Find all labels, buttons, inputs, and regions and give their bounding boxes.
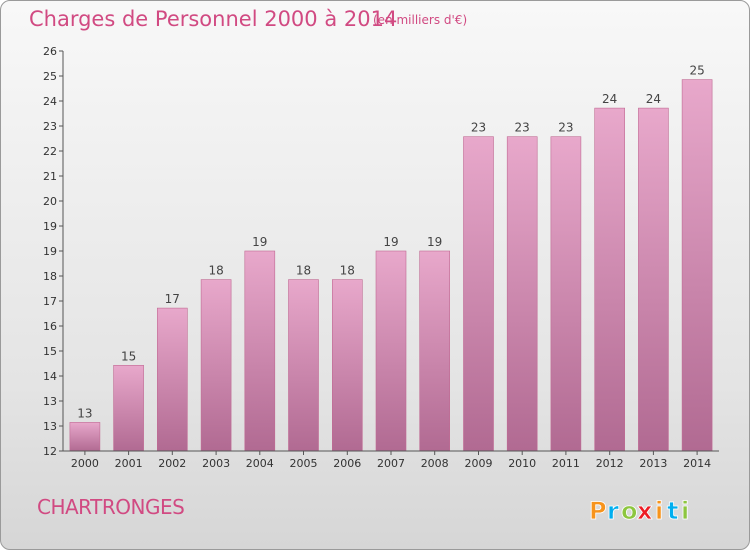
data-label-2002: 17: [165, 292, 180, 306]
x-tick-label-2010: 2010: [508, 457, 536, 470]
bar-2000: [69, 422, 101, 452]
logo-letter: P: [589, 497, 607, 525]
data-label-2008: 19: [427, 235, 442, 249]
y-tick-label: 19: [43, 245, 57, 258]
x-tick-label-2011: 2011: [552, 457, 580, 470]
logo-letter: i: [681, 497, 689, 525]
y-tick-label: 25: [43, 70, 57, 83]
bar-2011: [550, 136, 582, 452]
data-label-2000: 13: [77, 406, 92, 420]
x-tick-label-2007: 2007: [377, 457, 405, 470]
logo-letter: r: [607, 497, 619, 525]
bar-2009: [463, 136, 494, 452]
logo-letter: t: [667, 497, 678, 525]
data-label-2007: 19: [383, 235, 398, 249]
bar-2008: [419, 250, 451, 452]
y-tick-label: 12: [43, 445, 57, 458]
data-label-2011: 23: [558, 121, 573, 135]
y-tick-label: 15: [43, 345, 57, 358]
y-tick-label: 20: [43, 195, 57, 208]
logo-letter: o: [621, 497, 638, 525]
data-label-2012: 24: [602, 92, 617, 106]
x-tick-label-2012: 2012: [596, 457, 624, 470]
bar-2002: [157, 307, 188, 452]
data-label-2004: 19: [252, 235, 267, 249]
y-tick-label: 24: [43, 95, 57, 108]
x-tick-label-2001: 2001: [115, 457, 143, 470]
bar-2012: [594, 107, 626, 452]
bar-2004: [244, 250, 276, 452]
y-tick-label: 13: [43, 420, 57, 433]
y-tick-label: 21: [43, 170, 57, 183]
data-label-2001: 15: [121, 349, 136, 363]
bar-2014: [681, 79, 713, 452]
x-tick-label-2006: 2006: [333, 457, 361, 470]
y-tick-label: 13: [43, 395, 57, 408]
data-label-2014: 25: [689, 64, 704, 78]
bar-2010: [506, 136, 538, 452]
logo-letter: x: [637, 497, 653, 525]
x-tick-label-2004: 2004: [246, 457, 274, 470]
bar-2013: [638, 107, 669, 452]
data-label-2010: 23: [515, 121, 530, 135]
x-tick-label-2014: 2014: [683, 457, 711, 470]
y-tick-label: 26: [43, 45, 57, 58]
y-tick-label: 16: [43, 320, 57, 333]
chart-title: Charges de Personnel 2000 à 2014: [29, 7, 398, 31]
bar-2003: [200, 279, 232, 452]
x-tick-label-2000: 2000: [71, 457, 99, 470]
place-name: CHARTRONGES: [37, 495, 185, 519]
x-tick-label-2009: 2009: [465, 457, 493, 470]
bar-2001: [113, 364, 144, 452]
bar-2007: [375, 250, 407, 452]
x-tick-label-2005: 2005: [290, 457, 318, 470]
y-tick-label: 22: [43, 145, 57, 158]
data-label-2005: 18: [296, 264, 311, 278]
x-tick-label-2013: 2013: [639, 457, 667, 470]
x-tick-label-2003: 2003: [202, 457, 230, 470]
y-tick-label: 23: [43, 120, 57, 133]
x-tick-label-2008: 2008: [421, 457, 449, 470]
x-tick-label-2002: 2002: [158, 457, 186, 470]
data-label-2013: 24: [646, 92, 661, 106]
y-tick-label: 19: [43, 220, 57, 233]
data-label-2009: 23: [471, 121, 486, 135]
y-tick-label: 14: [43, 370, 57, 383]
bar-2005: [288, 279, 319, 452]
bar-2006: [331, 279, 363, 452]
unit-note: (en milliers d'€): [373, 13, 468, 27]
y-tick-label: 17: [43, 295, 57, 308]
logo-letter: i: [655, 497, 663, 525]
y-tick-label: 18: [43, 270, 57, 283]
data-label-2006: 18: [340, 264, 355, 278]
data-label-2003: 18: [208, 264, 223, 278]
